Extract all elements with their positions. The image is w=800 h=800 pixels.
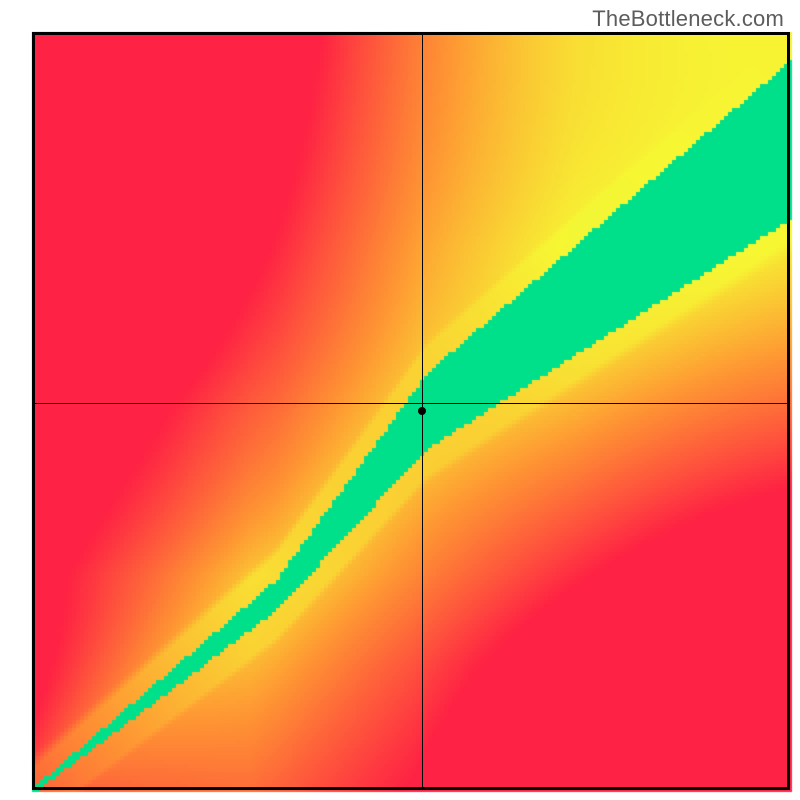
- bottleneck-heatmap: [0, 0, 800, 800]
- watermark-text: TheBottleneck.com: [592, 6, 784, 32]
- chart-container: TheBottleneck.com: [0, 0, 800, 800]
